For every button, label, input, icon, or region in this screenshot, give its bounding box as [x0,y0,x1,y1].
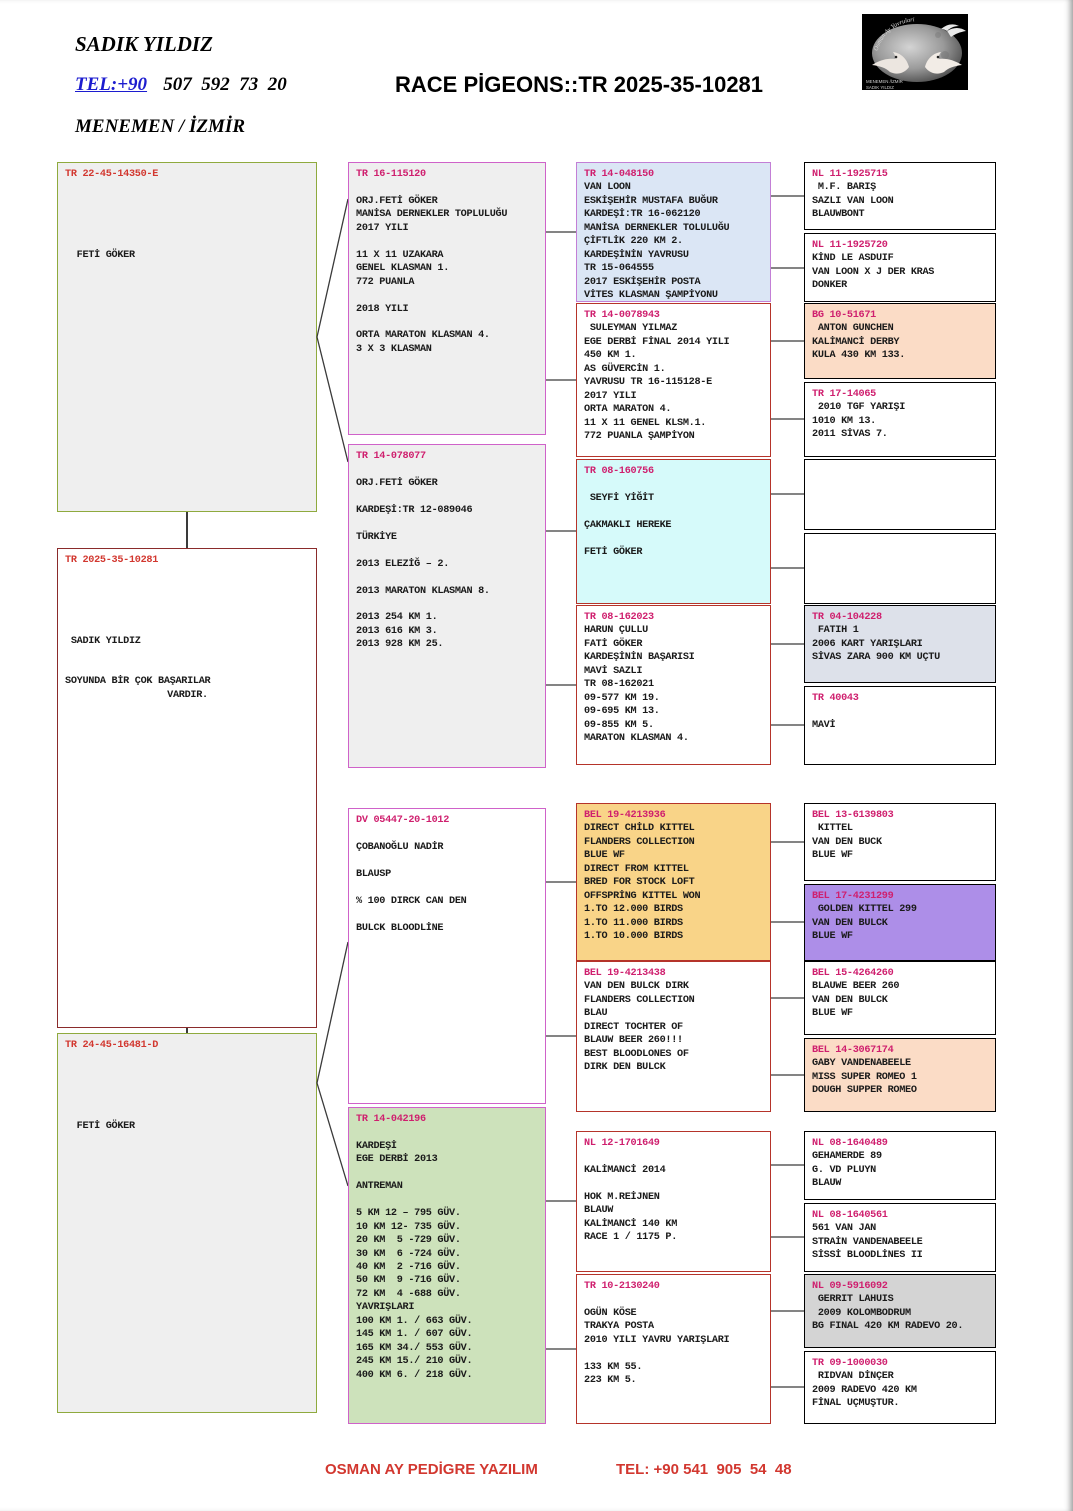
svg-text:MENEMEN /İZMİR: MENEMEN /İZMİR [866,79,903,84]
svg-text:SADIK YILDIZ: SADIK YILDIZ [866,85,894,90]
